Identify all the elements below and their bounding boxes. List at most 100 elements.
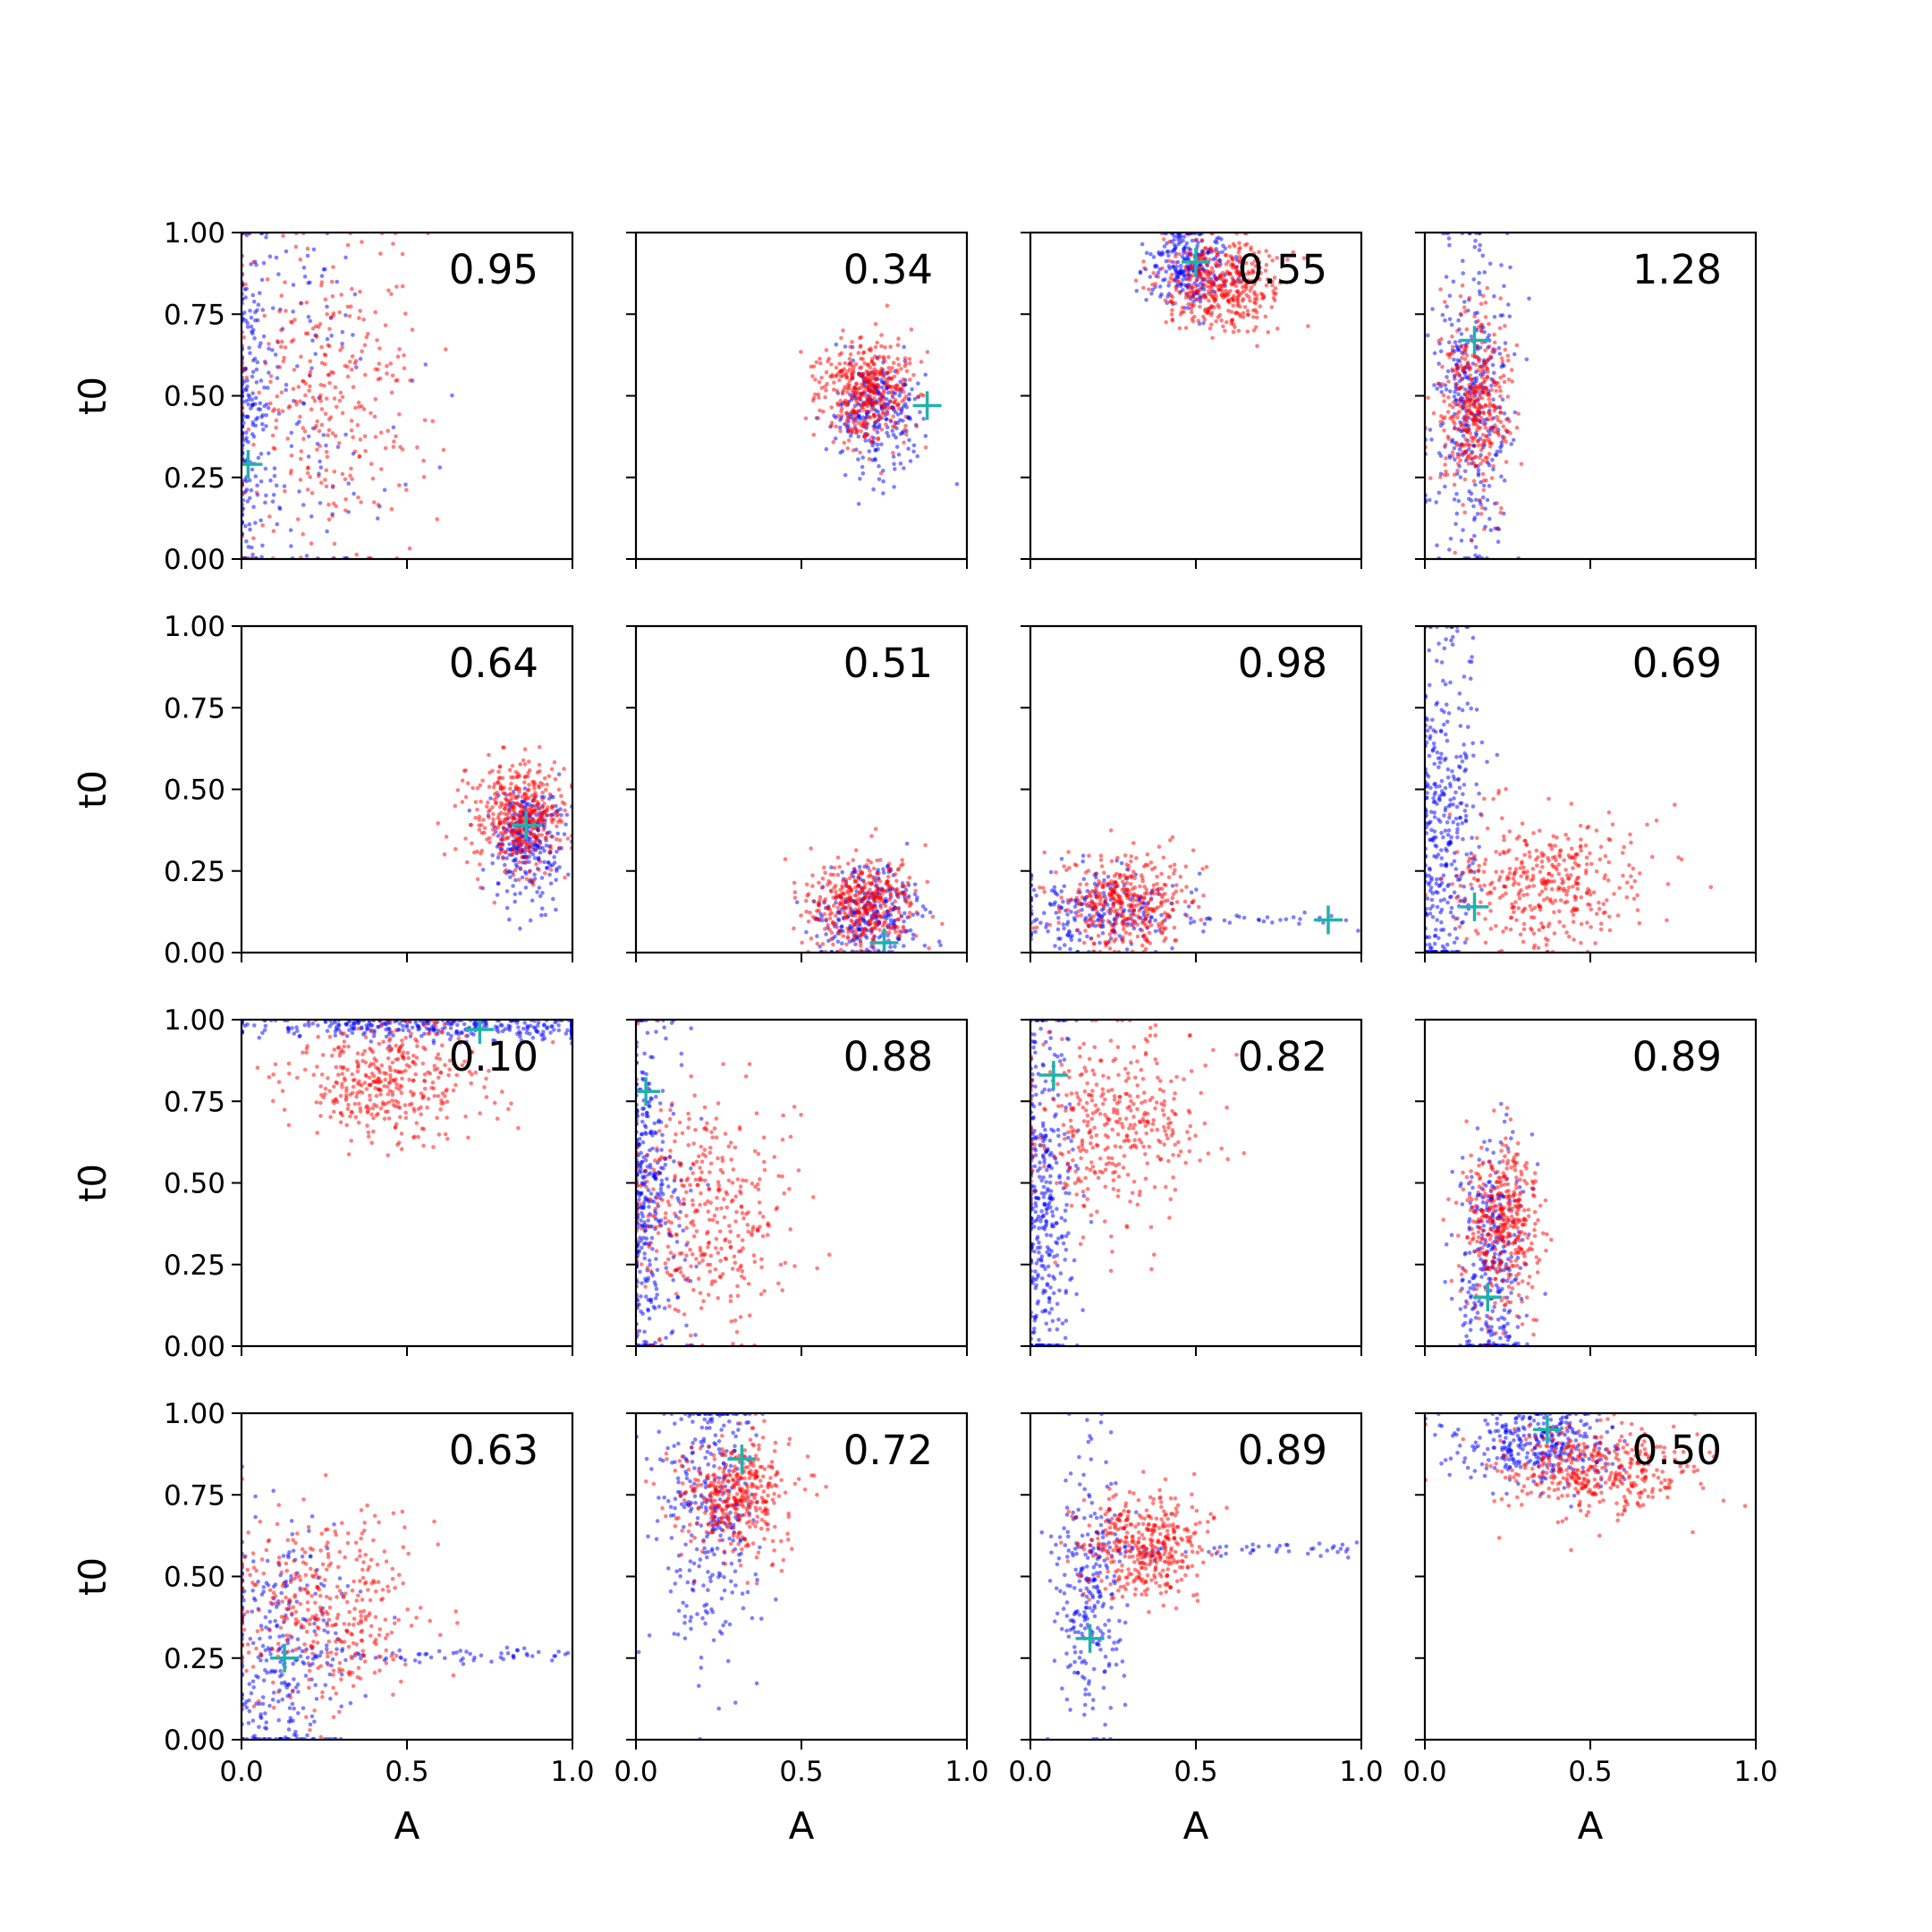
red-point xyxy=(883,345,887,350)
red-point xyxy=(834,889,838,894)
red-point xyxy=(875,390,879,395)
blue-point xyxy=(1430,903,1436,909)
red-point xyxy=(1100,884,1106,888)
red-point xyxy=(848,360,853,365)
blue-point xyxy=(1527,296,1531,301)
red-point xyxy=(1441,393,1446,398)
blue-point xyxy=(247,496,252,501)
blue-point xyxy=(921,416,926,421)
blue-point xyxy=(1202,921,1208,927)
red-point xyxy=(531,879,536,884)
red-point xyxy=(1476,357,1481,361)
red-point xyxy=(527,759,531,764)
red-point xyxy=(1452,426,1457,431)
red-point xyxy=(838,374,843,378)
red-point xyxy=(1471,402,1476,407)
blue-point xyxy=(1445,304,1449,309)
red-point xyxy=(487,784,492,789)
red-point xyxy=(350,367,354,372)
red-point xyxy=(1175,278,1181,283)
red-point xyxy=(888,893,893,898)
red-point xyxy=(865,890,870,895)
blue-point xyxy=(262,386,267,390)
blue-point xyxy=(259,555,264,559)
red-point xyxy=(875,340,879,345)
red-point xyxy=(869,376,874,381)
red-point xyxy=(857,936,862,941)
red-point xyxy=(837,902,843,906)
red-point xyxy=(1199,285,1204,290)
blue-point xyxy=(543,912,548,918)
red-point xyxy=(349,304,353,309)
blue-point xyxy=(1233,255,1239,259)
red-point xyxy=(1462,510,1467,515)
blue-point xyxy=(908,459,913,463)
red-point xyxy=(496,815,501,820)
red-point xyxy=(1174,883,1179,887)
blue-point xyxy=(863,920,868,926)
blue-point xyxy=(1160,250,1165,255)
red-point xyxy=(1174,900,1180,904)
red-point xyxy=(845,400,851,405)
red-point xyxy=(813,917,818,921)
red-point xyxy=(281,359,286,364)
red-point xyxy=(824,348,829,352)
red-point xyxy=(1443,462,1447,467)
blue-point xyxy=(551,896,555,902)
red-point xyxy=(1460,406,1465,411)
red-point xyxy=(1519,462,1524,467)
red-point xyxy=(519,831,524,835)
scatter-points xyxy=(799,303,960,506)
red-point xyxy=(843,881,849,886)
blue-point xyxy=(1220,250,1224,255)
blue-point xyxy=(1454,936,1460,941)
red-point xyxy=(1487,401,1493,406)
blue-point xyxy=(1158,294,1163,299)
blue-point xyxy=(302,274,308,279)
red-point xyxy=(302,429,308,434)
y-tick-label: 0.00 xyxy=(164,544,225,576)
red-point xyxy=(242,490,247,496)
red-point xyxy=(1143,909,1148,913)
red-point xyxy=(1076,909,1081,913)
red-point xyxy=(1462,401,1467,406)
blue-point xyxy=(249,324,254,329)
blue-point xyxy=(848,434,853,438)
red-point xyxy=(1452,472,1457,477)
red-point xyxy=(925,350,930,354)
red-point xyxy=(1492,332,1496,337)
red-point xyxy=(860,351,866,356)
blue-point xyxy=(291,283,296,287)
red-point xyxy=(914,424,919,428)
red-point xyxy=(1491,402,1496,408)
red-point xyxy=(1111,904,1116,910)
true-value-marker xyxy=(912,391,942,420)
blue-point xyxy=(496,881,501,886)
red-point xyxy=(853,907,858,912)
red-point xyxy=(482,826,487,830)
blue-point xyxy=(564,822,568,827)
red-point xyxy=(271,529,276,534)
red-point xyxy=(1450,344,1455,350)
red-point xyxy=(892,925,897,929)
red-point xyxy=(1476,419,1481,423)
red-point xyxy=(268,374,274,378)
red-point xyxy=(537,785,542,790)
red-point xyxy=(875,886,880,891)
blue-point xyxy=(301,401,306,405)
blue-point xyxy=(548,881,554,886)
blue-point xyxy=(857,864,862,869)
blue-point xyxy=(911,443,917,448)
red-point xyxy=(869,382,875,387)
red-point xyxy=(861,421,867,427)
red-point xyxy=(1135,934,1140,939)
red-point xyxy=(1470,416,1475,421)
red-point xyxy=(810,398,816,403)
red-point xyxy=(513,769,519,775)
red-point xyxy=(1301,256,1307,260)
blue-point xyxy=(936,939,942,944)
red-point xyxy=(542,820,547,825)
red-point xyxy=(877,413,882,419)
red-point xyxy=(356,495,360,500)
